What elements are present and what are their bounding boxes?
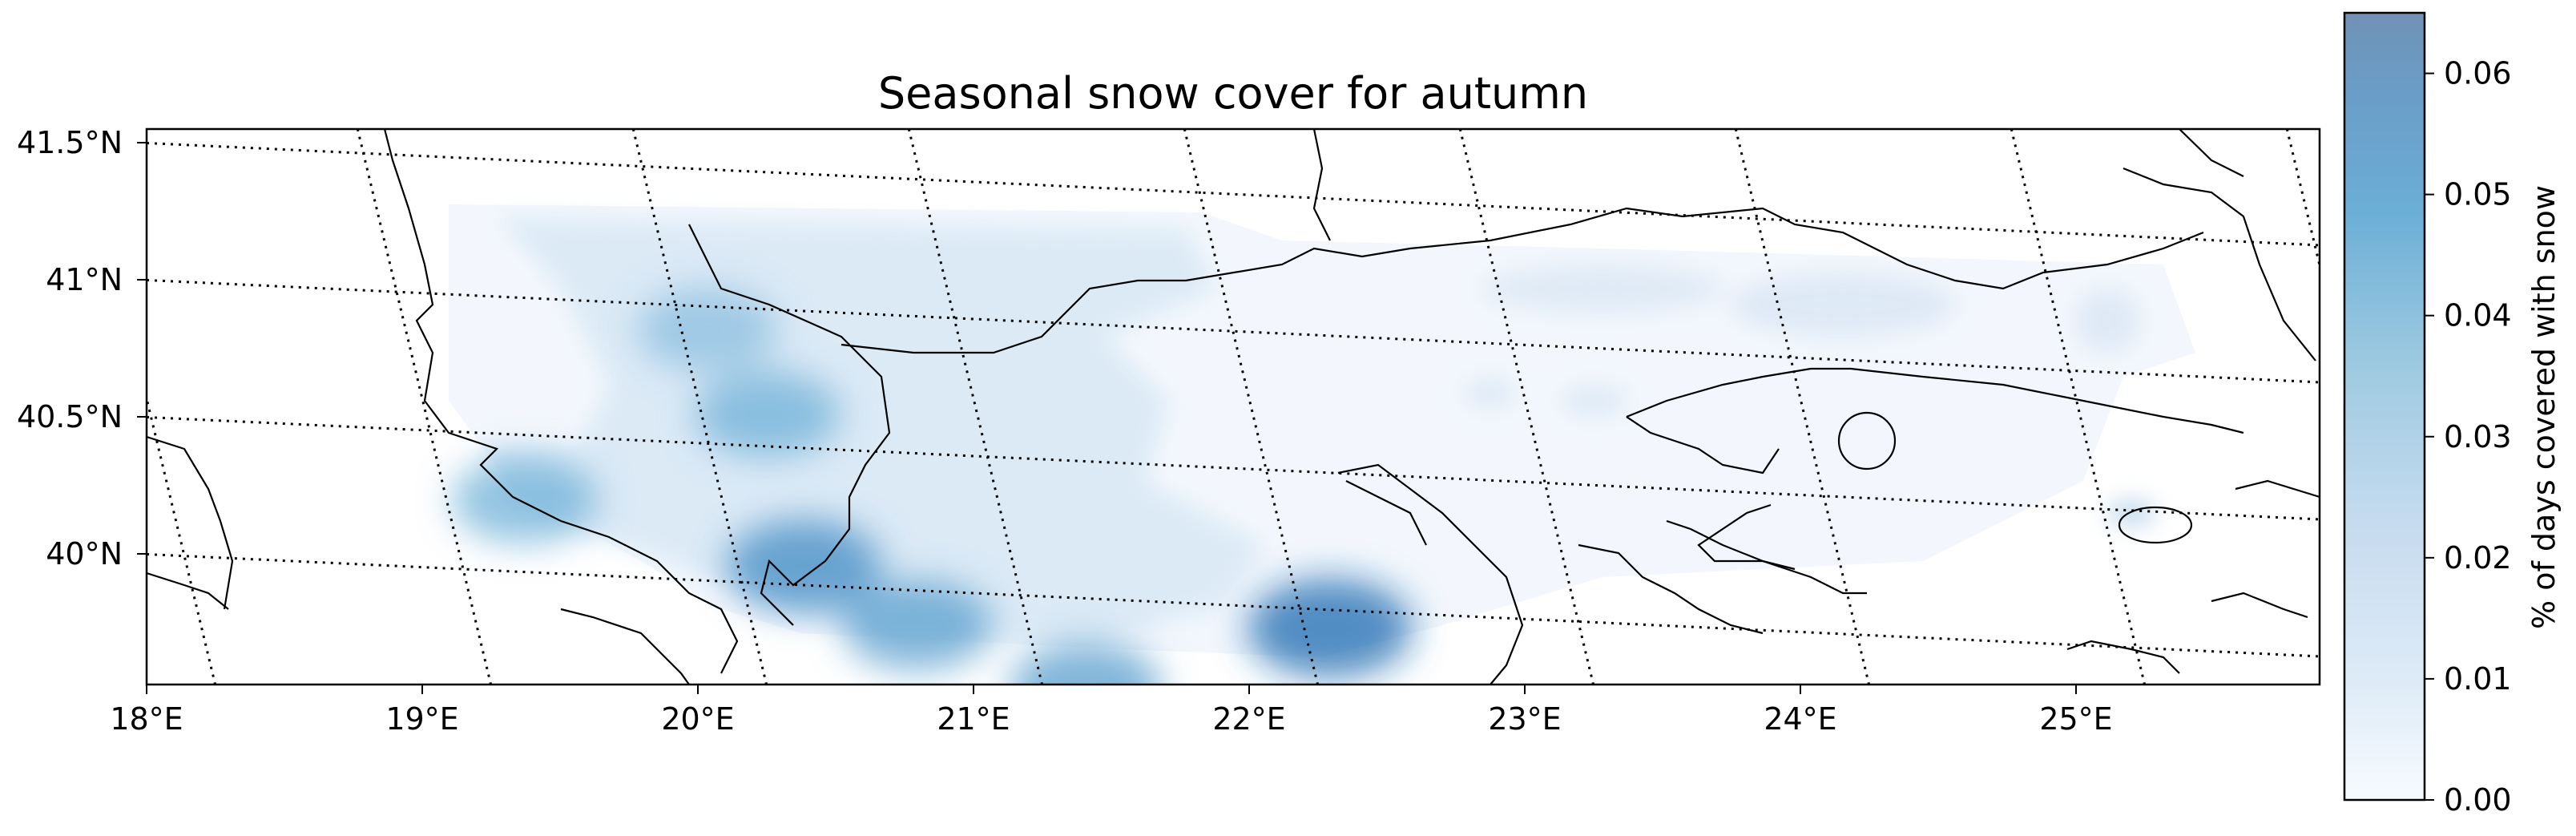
lat-tick-label: 41.5°N: [17, 125, 123, 160]
map-frame: [145, 127, 2321, 686]
lon-tick-label: 22°E: [1212, 701, 1285, 737]
colorbar-tick-label: 0.03: [2444, 419, 2512, 454]
colorbar-label: % of days covered with snow: [2526, 185, 2562, 629]
meridian-gridline: [147, 393, 217, 685]
lat-tick-label: 40°N: [46, 536, 123, 571]
colorbar-tick-label: 0.00: [2444, 782, 2512, 818]
meridian-gridline: [1183, 129, 1320, 685]
snow-coverage-east: [1466, 265, 2155, 526]
snow-hotspot: [1010, 641, 1162, 685]
lon-tick-label: 21°E: [937, 701, 1010, 737]
meridian-gridline: [1458, 129, 1595, 685]
longitude-tick-labels: 18°E 19°E 20°E 21°E 22°E 23°E 24°E 25°E: [110, 685, 2113, 737]
meridian-gridline: [356, 129, 493, 685]
colorbar-ticks: 0.00 0.01 0.02 0.03 0.04 0.05 0.06: [2425, 56, 2512, 818]
latitude-tick-labels: 41.5°N 41°N 40.5°N 40°N: [17, 125, 147, 571]
colorbar-tick-label: 0.04: [2444, 298, 2512, 333]
colorbar-tick-label: 0.02: [2444, 540, 2512, 576]
snow-hotspot: [726, 519, 882, 613]
colorbar: 0.00 0.01 0.02 0.03 0.04 0.05 0.06 % of days c…: [2343, 11, 2562, 818]
snow-hotspot: [452, 456, 599, 543]
colorbar-tick-label: 0.01: [2444, 661, 2512, 697]
meridian-gridline: [2285, 129, 2320, 271]
map-area: [147, 129, 2320, 685]
lon-tick-label: 23°E: [1488, 701, 1561, 737]
colorbar-gradient: [2343, 11, 2426, 802]
chart-title: Seasonal snow cover for autumn: [878, 68, 1588, 119]
lon-tick-label: 25°E: [2039, 701, 2112, 737]
snow-cover-layer: [449, 204, 2195, 685]
snow-hotspot: [694, 370, 841, 458]
meridian-gridline: [907, 129, 1044, 685]
lon-tick-label: 24°E: [1764, 701, 1836, 737]
snow-hotspot: [841, 580, 993, 671]
lat-tick-label: 41°N: [46, 262, 123, 297]
colorbar-tick-label: 0.06: [2444, 56, 2512, 91]
meridian-gridline: [631, 129, 768, 685]
snow-hotspot: [1247, 579, 1413, 678]
lat-tick-label: 40.5°N: [17, 399, 123, 434]
lon-tick-label: 19°E: [385, 701, 458, 737]
snow-hotspot: [637, 288, 778, 372]
colorbar-tick-label: 0.05: [2444, 177, 2512, 212]
meridian-gridline: [1734, 129, 1871, 685]
gridlines: [147, 129, 2320, 685]
lon-tick-label: 20°E: [661, 701, 734, 737]
lon-tick-label: 18°E: [110, 701, 183, 737]
meridian-gridline: [2010, 129, 2147, 685]
coastlines: [147, 129, 2320, 685]
